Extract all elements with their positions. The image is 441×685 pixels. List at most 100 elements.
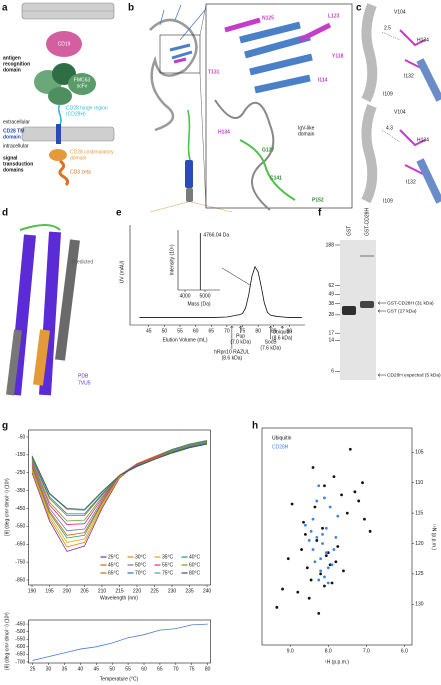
x-tick-label: 225 [150,588,159,594]
panel-b-art [149,3,353,213]
distance-line [381,129,401,143]
label: CD28 costimulatory [70,149,114,155]
x-tick-label: 50 [109,666,115,672]
marker-label: (7.0 kDa) [230,339,251,345]
y-tick-label: -250 [15,470,25,476]
peak-point [334,536,338,539]
chart: 4000 5000 Mass (Da) Intensity (10⁵) 4766.04 … [169,230,229,307]
residue-label: H134 [218,129,230,135]
x-tick-label: 240 [203,588,212,594]
peak-point [323,484,326,488]
panel-d-art [6,224,80,396]
peak-point [305,566,309,570]
stalk [187,109,191,161]
ribbon [149,18,198,132]
distance-label: 4.3 [386,125,393,131]
cd19-shape [46,31,82,57]
peak-point [304,532,307,536]
x-tick-label: 200 [63,588,72,594]
y-tick-label: -650 [15,542,25,548]
band-label: CD28H expected (5 kDa) [387,372,441,378]
y-axis-label: ¹⁵N (p.p.m.) [431,524,437,550]
gel-band [342,306,356,315]
label: domain [3,134,21,140]
ladder-label: 28 [328,312,334,318]
legend-label: Ubiquitin [272,435,292,441]
y-tick-label: -750 [15,559,25,565]
x-tick-label: 9.0 [287,648,294,654]
peak-point [311,548,315,551]
marker-label: (7.6 kDa) [260,345,281,351]
ribbon [214,99,275,211]
y-tick-label: -450 [15,506,25,512]
data-line [139,265,302,318]
legend-label: 50°C [135,562,147,568]
domain-label: domain [298,131,315,137]
ladder-label: 17 [328,331,334,337]
marker-arrow [230,325,234,349]
peak-point [332,475,336,479]
label: 7VU5 [78,380,91,386]
panel-a-labels: antigen recognition domain CD19 FMC63 sc… [3,41,114,175]
band-label: GST-CD28H (31 kDa) [387,300,434,306]
x-tick-label: 25 [30,666,36,672]
ladder-label: 49 [328,292,334,298]
peak-point [315,499,319,503]
label: domain [70,155,87,161]
chart: 9.0 8.0 7.0 6.0 105 110 115 120 125 130 ¹H (p.p.m.… [261,427,437,665]
lane-label: GST [346,226,352,236]
peak-point [290,502,294,506]
zoom-line [199,72,207,209]
helix [9,234,36,396]
marker-label: Ubiquitin [272,329,292,335]
y-tick-label: -50 [18,434,25,440]
peak-point [304,523,307,527]
chart: 45 50 55 60 65 70 75 80 85 90 Elution Volume (mL) U… [119,225,305,361]
strand [416,58,441,102]
membrane [21,126,115,142]
x-tick-label: 90 [287,328,293,334]
peak-point [307,596,311,600]
y-tick-label: -600 [15,644,25,650]
panel-letter: a [2,3,8,14]
y-tick-label: 105 [415,450,424,456]
loop [19,224,61,231]
x-tick-label: 8.0 [325,648,332,654]
peak-point [326,566,330,570]
peak-point [307,539,311,542]
label: antigen [3,55,21,61]
label: extracellular [3,119,30,125]
x-tick-label: 85 [271,328,277,334]
strand [224,17,332,43]
x-tick-label: 5000 [199,293,210,299]
strand [173,57,187,64]
panel-c-labels: V104 2.5 H134 I132 I109 V104 4.3 H134 I1… [383,9,429,204]
y-tick-label: -650 [15,652,25,658]
residue-label: V104 [394,109,406,115]
residue-label: T131 [208,69,220,75]
peak-point [330,563,334,567]
residue-label: L123 [328,13,340,19]
y-axis-label: Intensity (10⁵) [169,244,175,275]
marker-arrow [268,325,273,339]
peak-point [311,517,315,521]
y-tick-label: -150 [15,452,25,458]
x-tick-label: 215 [115,588,124,594]
legend-label: 25°C [108,554,120,560]
label: CD3 zeta [70,169,91,175]
y-tick-label: 125 [415,571,424,577]
data-line [31,441,208,525]
legend-label: 65°C [108,570,120,576]
legend-label: 35°C [162,554,174,560]
x-tick-label: 190 [28,588,37,594]
peak-point [309,529,313,533]
peak-point [321,532,324,536]
helix [361,104,378,204]
data-line [32,623,208,661]
x-tick-label: 195 [45,588,54,594]
legend-label: 30°C [135,554,147,560]
panel-letter: h [252,421,258,432]
domain-label: IgV-like [298,125,315,131]
panel-a-art [21,2,115,187]
peak-point [315,539,319,542]
